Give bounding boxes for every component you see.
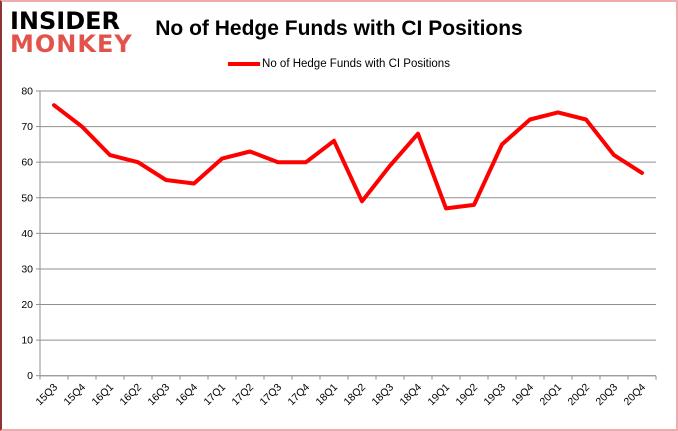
x-axis-label-19Q2: 19Q2: [453, 381, 480, 408]
x-axis-label-15Q4: 15Q4: [61, 381, 88, 408]
y-axis-label-20: 20: [21, 299, 33, 311]
x-axis-label-17Q4: 17Q4: [285, 381, 312, 408]
x-axis-label-17Q2: 17Q2: [229, 381, 256, 408]
x-axis-label-16Q4: 16Q4: [173, 381, 200, 408]
x-axis-label-17Q1: 17Q1: [201, 381, 228, 408]
x-axis-label-19Q1: 19Q1: [425, 381, 452, 408]
logo-line-insider: INSIDER: [10, 7, 121, 35]
series-line-hedge-funds: [52, 103, 644, 211]
x-axis-label-16Q1: 16Q1: [89, 381, 116, 408]
y-axis-label-0: 0: [27, 370, 33, 382]
x-axis-label-16Q2: 16Q2: [117, 381, 144, 408]
y-axis-label-30: 30: [21, 263, 33, 275]
chart-title: No of Hedge Funds with CI Positions: [155, 17, 523, 40]
x-axis-label-16Q3: 16Q3: [145, 381, 172, 408]
x-axis-label-18Q3: 18Q3: [369, 381, 396, 408]
y-axis-label-80: 80: [21, 86, 33, 98]
y-axis-label-50: 50: [21, 192, 33, 204]
y-axis-label-70: 70: [21, 121, 33, 133]
x-axis-label-19Q4: 19Q4: [509, 381, 536, 408]
x-axis-label-18Q1: 18Q1: [313, 381, 340, 408]
y-axis-label-10: 10: [21, 335, 33, 347]
legend-label: No of Hedge Funds with CI Positions: [262, 58, 450, 70]
y-axis-label-40: 40: [21, 228, 33, 240]
legend-line-swatch: [228, 62, 261, 66]
y-axis-label-60: 60: [21, 157, 33, 169]
x-axis-label-18Q2: 18Q2: [341, 381, 368, 408]
x-axis-label-17Q3: 17Q3: [257, 381, 284, 408]
insider-monkey-logo: INSIDER MONKEY: [10, 7, 133, 58]
chart-legend: No of Hedge Funds with CI Positions: [2, 58, 676, 70]
logo-line-monkey: MONKEY: [10, 30, 133, 58]
x-axis-label-20Q2: 20Q2: [565, 381, 592, 408]
x-axis-label-20Q1: 20Q1: [537, 381, 564, 408]
x-axis-label-19Q3: 19Q3: [481, 381, 508, 408]
x-axis-label-18Q4: 18Q4: [397, 381, 424, 408]
x-axis-label-20Q4: 20Q4: [621, 381, 648, 408]
x-axis-label-20Q3: 20Q3: [593, 381, 620, 408]
x-axis-label-15Q3: 15Q3: [33, 381, 60, 408]
